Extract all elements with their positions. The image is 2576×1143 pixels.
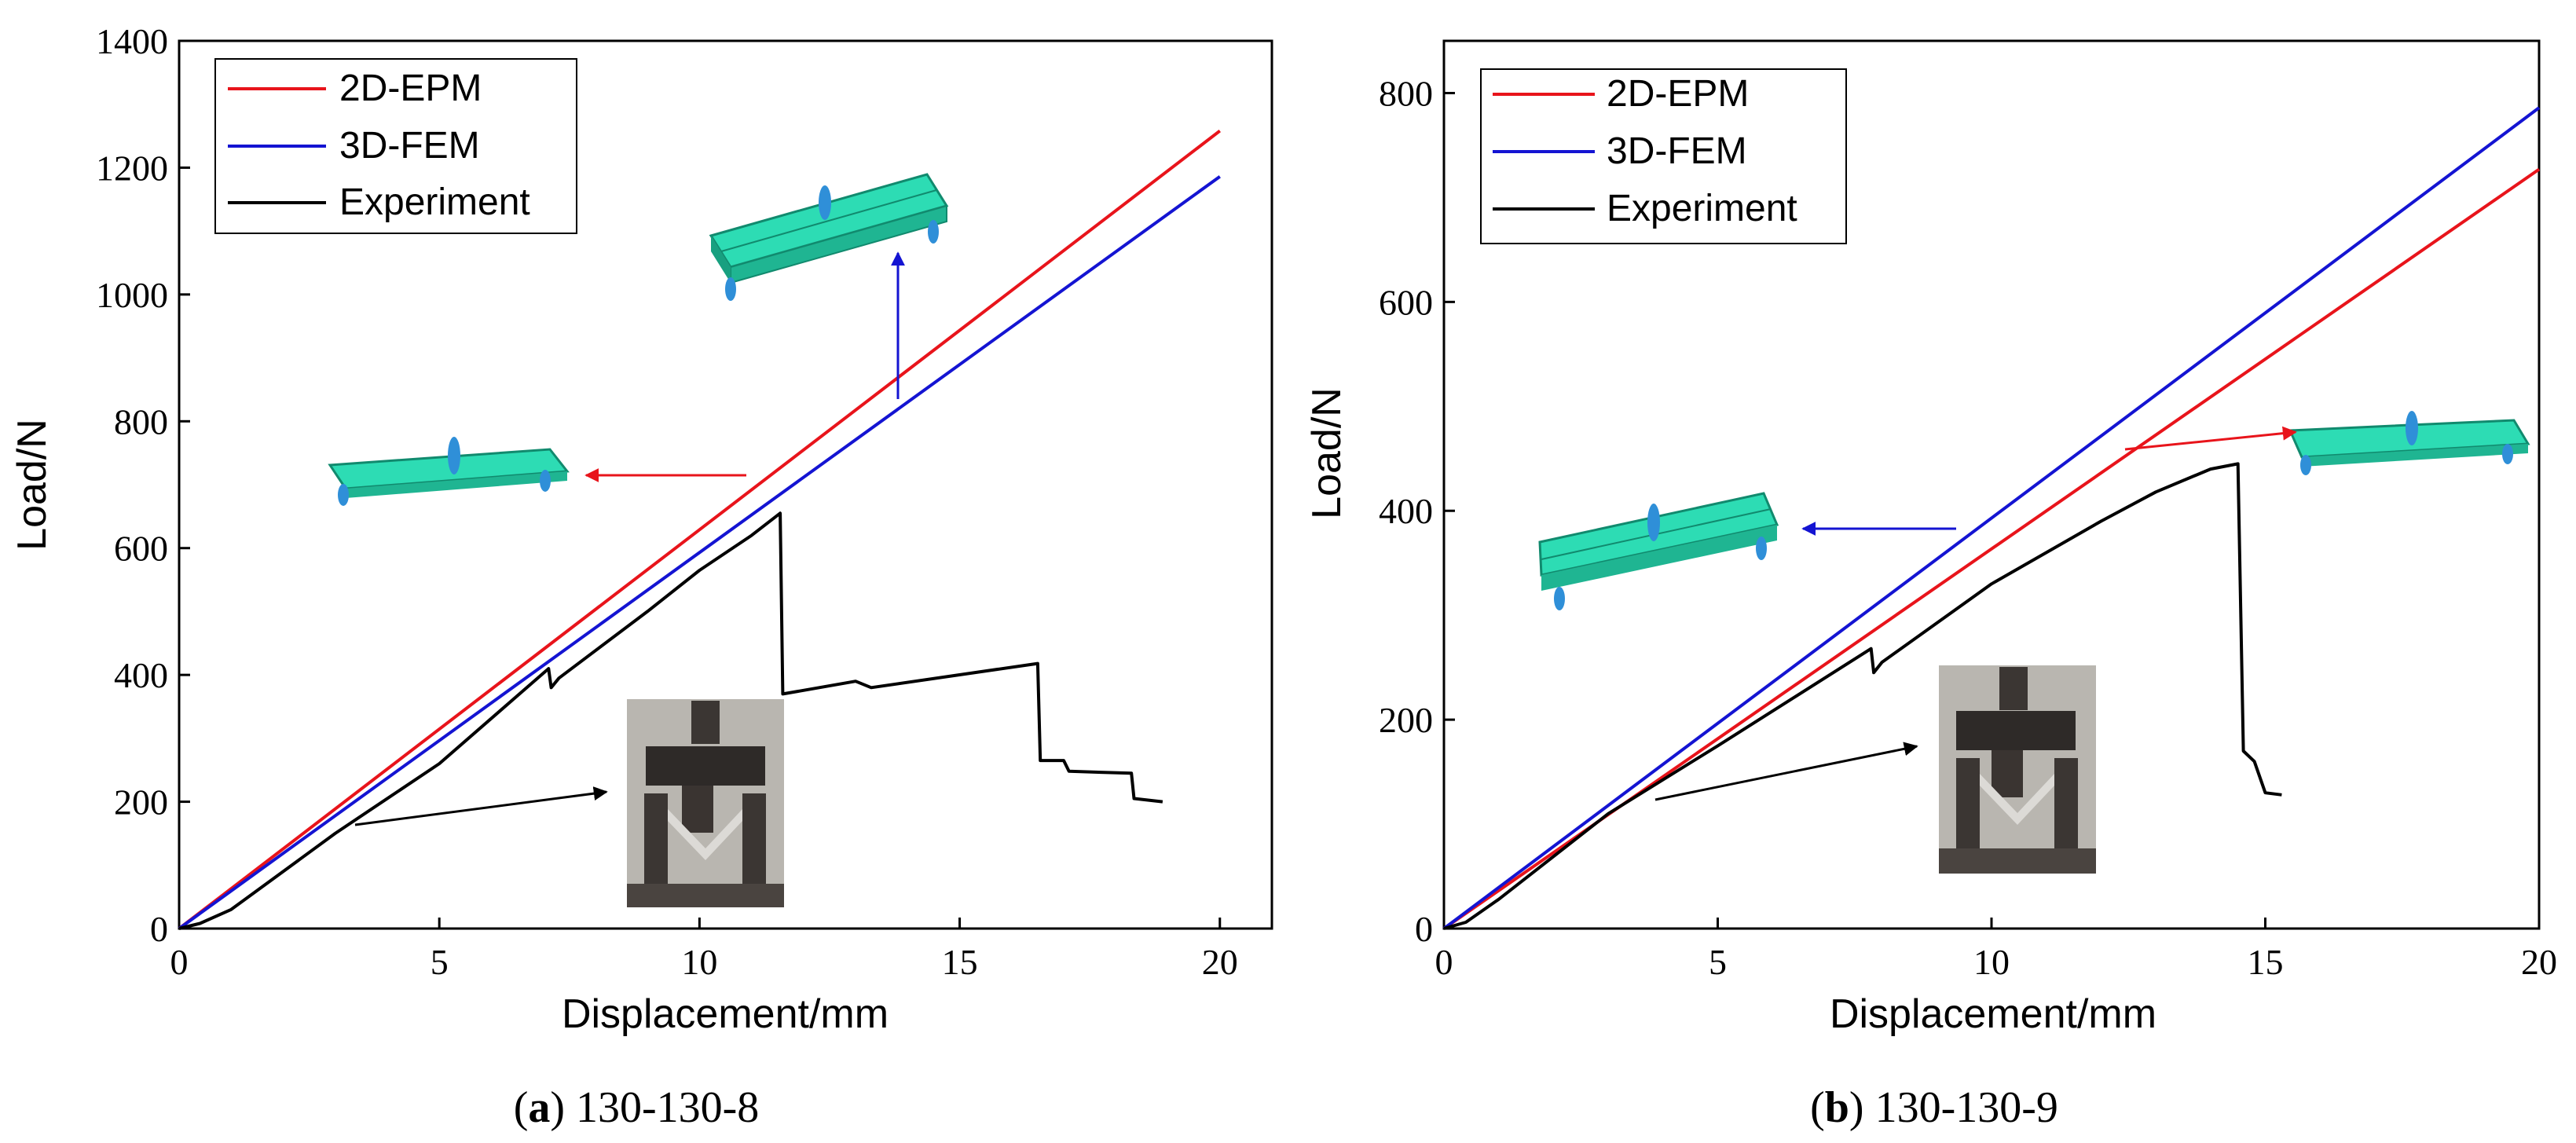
y-tick-label-a-7: 1400 <box>96 21 168 61</box>
series-line-experiment-b <box>1443 462 2282 930</box>
legend-label-3d-fem-b: 3D-FEM <box>1607 130 1747 172</box>
panel-a: 0 200 400 600 800 1000 1200 1400 0 5 10 15 20 Load/N… <box>9 21 1273 1132</box>
legend-box-b <box>1480 68 1847 244</box>
plot-frame-a <box>178 39 1273 930</box>
x-tick-label-b-1: 5 <box>1709 942 1727 982</box>
y-tick-label-b-1: 200 <box>1379 700 1433 740</box>
annotation-arrow-black-b <box>1654 742 1918 801</box>
y-tick-label-b-4: 800 <box>1379 73 1433 113</box>
legend-b: 2D-EPM 3D-FEM Experiment <box>1480 68 1847 244</box>
y-axis-title-b: Load/N <box>1304 387 1350 519</box>
series-line-3d-fem-a <box>178 175 1221 930</box>
beam-model-inset-b-right <box>2288 411 2530 475</box>
y-tick-label-a-6: 1200 <box>96 148 168 188</box>
series-a <box>178 130 1222 930</box>
caption-b: (b) 130-130-9 <box>1810 1083 2058 1132</box>
caption-label-a: 130-130-8 <box>576 1083 759 1132</box>
ticks-a: 0 200 400 600 800 1000 1200 1400 0 5 10 15 20 <box>96 21 1238 982</box>
beam-model-inset-a-upper <box>709 173 949 301</box>
y-tick-label-a-4: 800 <box>114 401 168 441</box>
test-photo-inset-b <box>1939 665 2096 874</box>
caption-letter-a: a <box>528 1083 550 1132</box>
legend-label-experiment-b: Experiment <box>1607 188 1797 229</box>
series-b <box>1442 106 2541 930</box>
y-axis-title-a: Load/N <box>9 419 55 551</box>
y-tick-label-b-0: 0 <box>1415 909 1433 949</box>
x-tick-label-a-2: 10 <box>681 942 717 982</box>
legend-label-2d-epm-b: 2D-EPM <box>1607 73 1749 115</box>
x-tick-label-a-4: 20 <box>1202 942 1238 982</box>
legend-label-2d-epm-a: 2D-EPM <box>339 68 482 109</box>
y-tick-label-a-2: 400 <box>114 655 168 695</box>
panel-b: 0 200 400 600 800 0 5 10 15 20 Load/N Displacemen… <box>1304 39 2557 1132</box>
legend-label-experiment-a: Experiment <box>339 181 530 223</box>
test-photo-inset-a <box>627 699 784 907</box>
x-axis-title-b: Displacement/mm <box>1830 991 2156 1037</box>
y-tick-label-a-1: 200 <box>114 782 168 822</box>
y-tick-label-b-3: 600 <box>1379 282 1433 322</box>
x-tick-label-a-3: 15 <box>942 942 978 982</box>
caption-letter-b: b <box>1825 1083 1849 1132</box>
x-tick-label-a-1: 5 <box>431 942 449 982</box>
x-axis-title-a: Displacement/mm <box>562 991 889 1037</box>
y-tick-label-b-2: 400 <box>1379 491 1433 531</box>
series-line-experiment-a <box>178 511 1163 930</box>
series-line-2d-epm-a <box>178 130 1222 930</box>
x-tick-label-a-0: 0 <box>170 942 189 982</box>
x-tick-label-b-3: 15 <box>2248 942 2284 982</box>
ticks-b: 0 200 400 600 800 0 5 10 15 20 <box>1379 73 2557 982</box>
x-tick-label-b-0: 0 <box>1435 942 1453 982</box>
y-tick-label-a-5: 1000 <box>96 275 168 315</box>
x-tick-label-b-4: 20 <box>2521 942 2557 982</box>
series-line-3d-fem-b <box>1442 106 2541 930</box>
annotation-arrow-red-b <box>2124 426 2297 451</box>
caption-a: (a) 130-130-8 <box>514 1083 760 1132</box>
beam-model-inset-a-lower <box>328 437 570 506</box>
annotation-arrow-black-a <box>354 786 608 826</box>
legend-a: 2D-EPM 3D-FEM Experiment <box>214 58 577 234</box>
y-tick-label-a-3: 600 <box>114 529 168 569</box>
caption-label-b: 130-130-9 <box>1875 1083 2058 1132</box>
y-tick-label-a-0: 0 <box>150 909 168 949</box>
legend-label-3d-fem-a: 3D-FEM <box>339 125 480 167</box>
beam-model-inset-b-left <box>1538 492 1779 610</box>
x-tick-label-b-2: 10 <box>1973 942 2010 982</box>
